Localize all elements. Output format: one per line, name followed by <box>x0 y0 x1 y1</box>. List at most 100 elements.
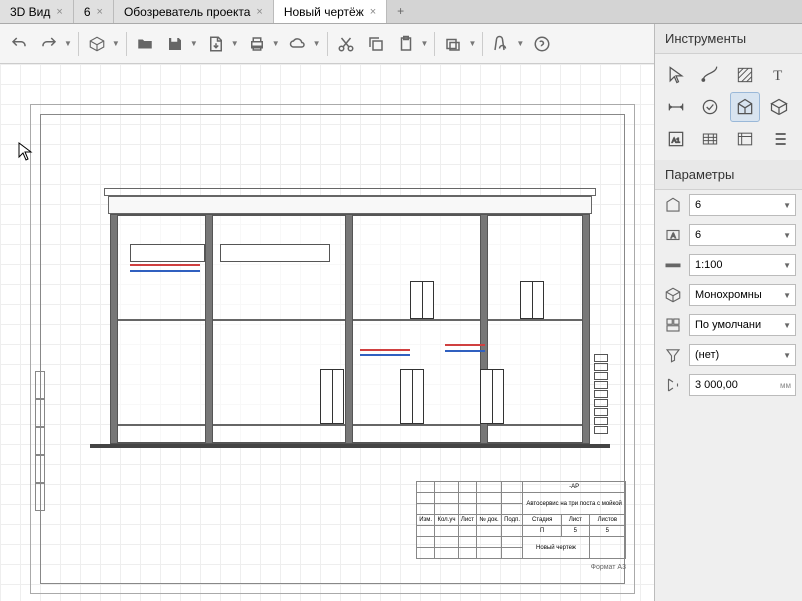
print-button[interactable] <box>243 30 271 58</box>
tool-hatch[interactable] <box>730 60 760 90</box>
tool-schedule[interactable] <box>730 124 760 154</box>
dropdown-icon[interactable]: ▼ <box>313 39 321 48</box>
dropdown-icon[interactable]: ▼ <box>231 39 239 48</box>
param-row-filter: (нет) <box>655 340 802 370</box>
tab-3dview[interactable]: 3D Вид × <box>0 0 74 23</box>
save-button[interactable] <box>161 30 189 58</box>
door <box>480 369 504 424</box>
tab-label: 3D Вид <box>10 5 50 19</box>
tool-table[interactable] <box>695 124 725 154</box>
param-field-layout[interactable]: По умолчани <box>689 314 796 336</box>
tool-curve[interactable] <box>695 60 725 90</box>
dropdown-icon[interactable]: ▼ <box>421 39 429 48</box>
tool-list[interactable] <box>764 124 794 154</box>
structural-column <box>110 214 118 444</box>
tab-6[interactable]: 6× <box>74 0 114 23</box>
param-field-cube[interactable]: Монохромны <box>689 284 796 306</box>
dropdown-icon[interactable]: ▼ <box>468 39 476 48</box>
tab-project-browser[interactable]: Обозреватель проекта × <box>114 0 274 23</box>
hvac-line <box>445 350 485 352</box>
param-row-scale-a: A6 <box>655 220 802 250</box>
close-icon[interactable]: × <box>256 6 262 18</box>
window <box>220 244 330 262</box>
window <box>130 244 205 262</box>
cloud-button[interactable] <box>284 30 312 58</box>
structural-column <box>582 214 590 444</box>
param-unit: мм <box>780 381 791 390</box>
dropdown-icon[interactable]: ▼ <box>272 39 280 48</box>
structural-column <box>205 214 213 444</box>
door <box>410 281 434 319</box>
tool-3dview[interactable] <box>764 92 794 122</box>
titleblock-project: Автосервис на три поста с мойкой <box>523 493 626 515</box>
cursor-icon <box>18 142 34 162</box>
hvac-line <box>130 270 200 272</box>
door <box>400 369 424 424</box>
param-row-view: 6 <box>655 190 802 220</box>
param-row-cube: Монохромны <box>655 280 802 310</box>
view-icon <box>661 193 685 217</box>
param-value: 6 <box>695 199 701 211</box>
tool-select[interactable] <box>661 60 691 90</box>
copy-button[interactable] <box>362 30 390 58</box>
dropdown-icon[interactable]: ▼ <box>64 39 72 48</box>
param-field-scale-a[interactable]: 6 <box>689 224 796 246</box>
tool-text[interactable]: T <box>764 60 794 90</box>
redo-button[interactable] <box>35 30 63 58</box>
param-value: 3 000,00 <box>695 379 738 391</box>
titleblock-side <box>35 371 45 511</box>
param-field-offset[interactable]: 3 000,00 мм <box>689 374 796 396</box>
param-field-ruler[interactable]: 1:100 <box>689 254 796 276</box>
offset-icon <box>661 373 685 397</box>
titleblock-suffix: -АР <box>523 482 626 493</box>
hvac-line <box>360 354 410 356</box>
titleblock-format: Формат А3 <box>591 564 626 571</box>
door <box>520 281 544 319</box>
tool-dimension[interactable] <box>661 92 691 122</box>
dropdown-icon[interactable]: ▼ <box>516 39 524 48</box>
tab-label: Новый чертёж <box>284 5 364 19</box>
tool-section[interactable] <box>730 92 760 122</box>
tab-new-drawing[interactable]: Новый чертёж × <box>274 0 387 23</box>
ground-line <box>90 444 610 448</box>
export-button[interactable] <box>202 30 230 58</box>
open-button[interactable] <box>131 30 159 58</box>
close-icon[interactable]: × <box>370 6 376 18</box>
dropdown-icon[interactable]: ▼ <box>190 39 198 48</box>
stamp-button[interactable] <box>439 30 467 58</box>
help-button[interactable] <box>528 30 556 58</box>
box3d-button[interactable] <box>83 30 111 58</box>
exterior-stairs <box>594 354 608 444</box>
tool-marker[interactable] <box>695 92 725 122</box>
param-row-offset: 3 000,00 мм <box>655 370 802 400</box>
tool-sheet[interactable]: A1 <box>661 124 691 154</box>
tab-label: Обозреватель проекта <box>124 5 250 19</box>
cut-button[interactable] <box>332 30 360 58</box>
titleblock-sheet: Новый чертеж <box>523 537 589 559</box>
hvac-line <box>445 344 485 346</box>
door <box>320 369 344 424</box>
params-panel-title: Параметры <box>655 160 802 190</box>
layout-icon <box>661 313 685 337</box>
close-icon[interactable]: × <box>56 6 62 18</box>
settings-button[interactable] <box>487 30 515 58</box>
param-field-view[interactable]: 6 <box>689 194 796 216</box>
svg-text:A1: A1 <box>672 137 680 144</box>
param-row-ruler: 1:100 <box>655 250 802 280</box>
paste-button[interactable] <box>392 30 420 58</box>
dropdown-icon[interactable]: ▼ <box>112 39 120 48</box>
close-icon[interactable]: × <box>97 6 103 18</box>
svg-text:T: T <box>773 68 782 84</box>
titleblock: -АР Автосервис на три поста с мойкой Изм… <box>416 481 626 559</box>
drawing-canvas[interactable]: -АР Автосервис на три поста с мойкой Изм… <box>0 64 654 601</box>
undo-button[interactable] <box>5 30 33 58</box>
roof-beam <box>108 196 592 214</box>
param-value: Монохромны <box>695 289 762 301</box>
param-value: 1:100 <box>695 259 723 271</box>
tab-label: 6 <box>84 5 91 19</box>
cube-icon <box>661 283 685 307</box>
filter-icon <box>661 343 685 367</box>
param-field-filter[interactable]: (нет) <box>689 344 796 366</box>
tools-grid: T A1 <box>655 54 802 160</box>
add-tab-button[interactable]: + <box>387 0 414 23</box>
